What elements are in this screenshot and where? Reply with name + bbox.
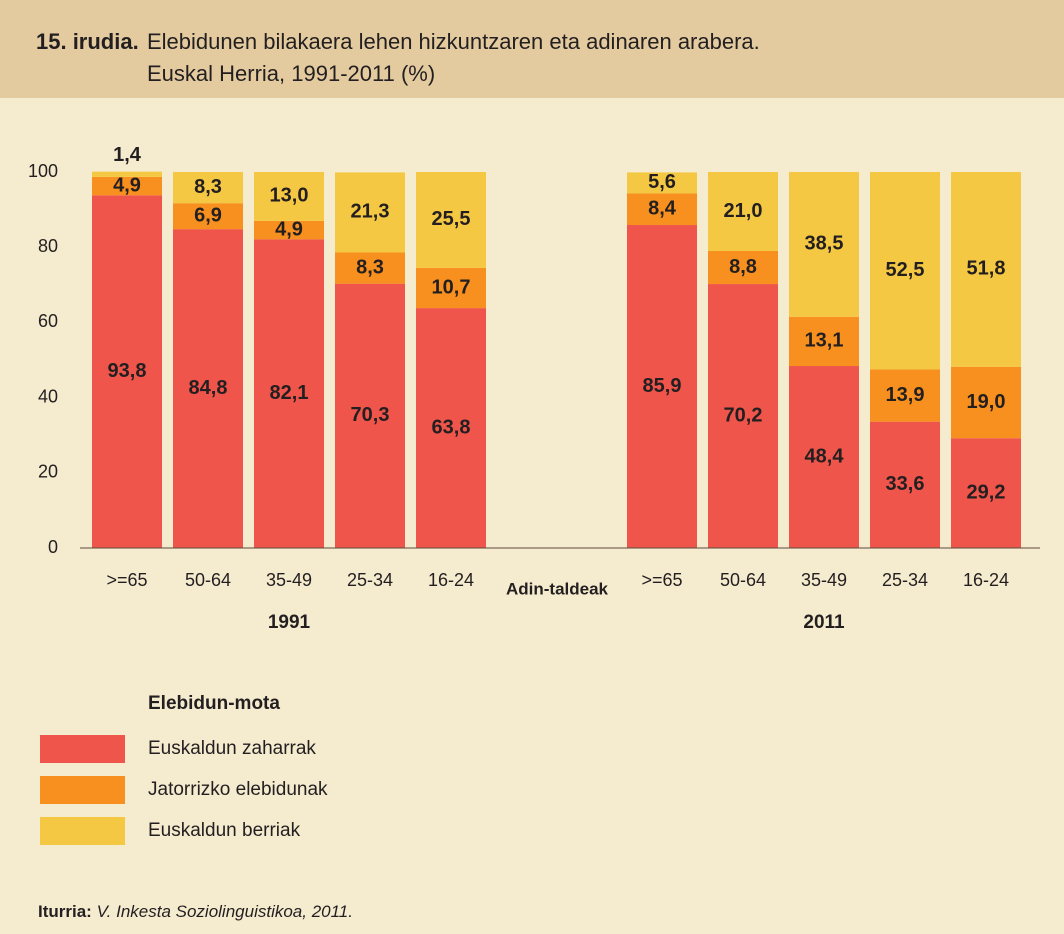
value-label: 82,1 (270, 382, 309, 404)
value-label: 1,4 (113, 144, 142, 166)
x-tick-label: 25-34 (882, 570, 928, 590)
bar-segment (627, 172, 697, 194)
group-label: 2011 (803, 612, 845, 633)
bar-segment (627, 225, 697, 549)
x-tick-label: 35-49 (266, 570, 312, 590)
value-label: 5,6 (648, 171, 676, 193)
bar-segment (870, 369, 940, 422)
bar-segment (951, 366, 1021, 439)
legend-swatch (40, 735, 125, 763)
value-label: 6,9 (194, 204, 222, 226)
x-tick-label: 25-34 (347, 570, 393, 590)
x-tick-label: 35-49 (801, 570, 847, 590)
value-label: 70,2 (724, 404, 763, 426)
source-text: V. Inkesta Soziolinguistikoa, 2011. (97, 902, 353, 921)
bar-segment (254, 239, 324, 548)
x-tick-label: 50-64 (185, 570, 231, 590)
bar-segment (627, 193, 697, 226)
bar-segment (92, 176, 162, 196)
value-label: 4,9 (275, 218, 303, 240)
value-label: 13,0 (270, 185, 309, 207)
x-tick-label: 16-24 (963, 570, 1009, 590)
bar-segment (951, 438, 1021, 548)
bar-segment (92, 171, 162, 177)
legend-swatch (40, 817, 125, 845)
value-label: 4,9 (113, 174, 141, 196)
bar-segment (173, 229, 243, 549)
y-tick-label: 80 (38, 236, 58, 256)
bar-segment (416, 172, 486, 268)
bar-segment (254, 172, 324, 221)
source: Iturria: V. Inkesta Soziolinguistikoa, 2… (38, 902, 353, 921)
value-label: 21,0 (724, 200, 763, 222)
legend-label: Euskaldun berriak (148, 820, 301, 841)
figure-label: 15. irudia. (36, 29, 139, 54)
y-tick-label: 0 (48, 537, 58, 557)
x-tick-label: >=65 (641, 570, 682, 590)
y-tick-label: 40 (38, 386, 58, 406)
legend-title: Elebidun-mota (148, 693, 280, 714)
bar-segment (173, 172, 243, 204)
y-tick-label: 100 (28, 161, 58, 181)
header-band (0, 0, 1064, 98)
value-label: 85,9 (643, 375, 682, 397)
legend-swatch (40, 776, 125, 804)
bar-segment (708, 250, 778, 285)
value-label: 10,7 (432, 276, 471, 298)
value-label: 84,8 (189, 377, 228, 399)
bar-segment (335, 252, 405, 284)
x-axis-label: Adin-taldeak (506, 579, 609, 598)
x-tick-label: 50-64 (720, 570, 766, 590)
value-label: 29,2 (967, 481, 1006, 503)
legend-label: Jatorrizko elebidunak (148, 779, 328, 800)
value-label: 48,4 (805, 445, 845, 467)
value-label: 8,3 (356, 256, 384, 278)
bar-segment (92, 195, 162, 548)
bar-segment (870, 172, 940, 370)
x-tick-label: 16-24 (428, 570, 474, 590)
bar-segment (870, 421, 940, 548)
bar-segment (789, 316, 859, 367)
value-label: 52,5 (886, 259, 925, 281)
value-label: 70,3 (351, 404, 390, 426)
bar-segment (789, 172, 859, 317)
value-label: 19,0 (967, 391, 1006, 413)
bar-segment (335, 172, 405, 253)
value-label: 13,9 (886, 384, 925, 406)
value-label: 38,5 (805, 233, 844, 255)
bar-segment (416, 267, 486, 309)
value-label: 8,4 (648, 198, 677, 220)
value-label: 51,8 (967, 258, 1006, 280)
value-label: 13,1 (805, 330, 844, 352)
value-label: 25,5 (432, 208, 471, 230)
value-label: 8,8 (729, 256, 757, 278)
x-tick-label: >=65 (106, 570, 147, 590)
bar-segment (335, 283, 405, 548)
legend-label: Euskaldun zaharrak (148, 738, 316, 759)
source-label: Iturria: (38, 902, 92, 921)
bar-segment (173, 203, 243, 230)
bar-segment (951, 172, 1021, 367)
bar-segment (254, 220, 324, 240)
bar-segment (708, 284, 778, 548)
bar-segment (789, 366, 859, 548)
value-label: 63,8 (432, 416, 471, 438)
value-label: 8,3 (194, 176, 222, 198)
bar-segment (708, 172, 778, 251)
value-label: 93,8 (108, 360, 147, 382)
value-label: 21,3 (351, 201, 390, 223)
chart-subtitle: Euskal Herria, 1991-2011 (%) (147, 61, 435, 86)
bar-segment (416, 308, 486, 548)
chart-title: Elebidunen bilakaera lehen hizkuntzaren … (147, 29, 760, 54)
y-tick-label: 60 (38, 311, 58, 331)
y-tick-label: 20 (38, 462, 58, 482)
value-label: 33,6 (886, 473, 925, 495)
group-label: 1991 (268, 612, 311, 633)
